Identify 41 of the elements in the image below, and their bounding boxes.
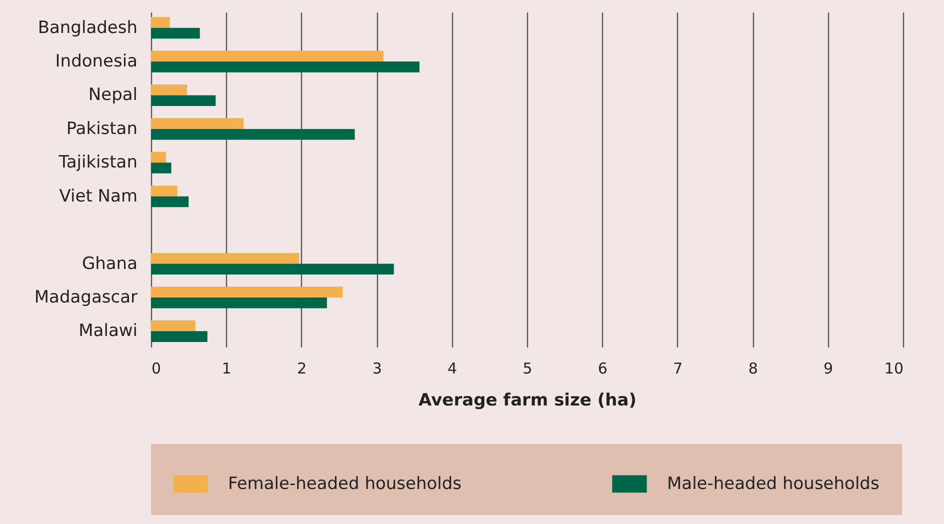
x-tick-label: 8: [748, 360, 758, 378]
bar: [151, 95, 216, 106]
legend-label: Male-headed households: [667, 474, 880, 494]
x-tick-label: 0: [152, 360, 162, 378]
bar: [151, 84, 188, 96]
x-axis-title: Average farm size (ha): [418, 390, 636, 410]
bar: [151, 320, 196, 332]
bar: [151, 286, 343, 298]
x-tick-label: 9: [824, 360, 834, 378]
y-tick-label: Madagascar: [34, 287, 138, 308]
bar: [151, 17, 170, 28]
x-tick-label: 2: [297, 360, 307, 378]
y-tick-label: Malawi: [78, 321, 138, 342]
y-tick-label: Pakistan: [66, 118, 138, 139]
y-tick-label: Viet Nam: [59, 186, 138, 206]
x-tick-label: 4: [448, 360, 458, 378]
y-tick-label: Ghana: [82, 254, 138, 274]
x-tick-label: 6: [598, 360, 608, 378]
legend-label: Female-headed households: [228, 474, 462, 494]
bar: [151, 152, 166, 163]
x-tick-label: 10: [884, 360, 904, 378]
bar: [151, 331, 208, 342]
bar: [151, 118, 244, 129]
y-tick-label: Indonesia: [55, 52, 138, 72]
x-tick-label: 3: [372, 360, 382, 378]
bar: [151, 62, 420, 72]
bar: [151, 252, 300, 264]
bar: [151, 196, 189, 208]
y-tick-label: Bangladesh: [38, 18, 138, 38]
x-tick-label: 1: [222, 360, 232, 378]
y-tick-label: Tajikistan: [58, 152, 138, 173]
bar: [151, 162, 172, 174]
bar: [151, 186, 178, 196]
x-tick-label: 5: [522, 360, 532, 378]
bar: [151, 50, 384, 62]
bar: [151, 264, 394, 275]
bar: [151, 297, 327, 308]
x-tick-label: 7: [673, 360, 683, 378]
bar: [151, 28, 200, 39]
y-tick-label: Nepal: [88, 85, 138, 106]
bar: [151, 128, 355, 140]
